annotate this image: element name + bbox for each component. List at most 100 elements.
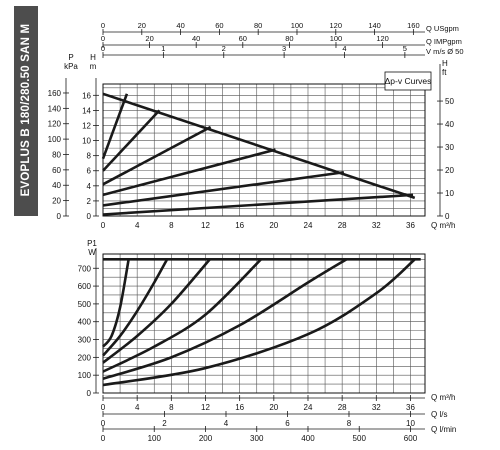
top-axis-tick-label: 1 — [161, 44, 165, 53]
m-tick-label: 16 — [82, 91, 91, 100]
m-tick-label: 2 — [87, 197, 92, 206]
bottom-axis-tick-label: 10 — [406, 419, 415, 428]
power-x-tick-label: 28 — [338, 403, 347, 412]
ft-tick-label: 50 — [445, 97, 454, 106]
bottom-axis-tick-label: 100 — [148, 434, 162, 443]
power-plot-frame — [102, 253, 426, 394]
max-head-envelope — [102, 92, 416, 200]
bottom-axis-tick-label: 0 — [101, 434, 106, 443]
bottom-axis-tick-label: 500 — [353, 434, 367, 443]
ft-axis-label-h: H — [442, 59, 448, 68]
power-curve — [102, 258, 348, 380]
ft-tick-label: 0 — [445, 212, 450, 221]
power-x-tick-label: 20 — [269, 403, 278, 412]
power-tick-label: 600 — [78, 282, 92, 291]
ft-tick-label: 10 — [445, 189, 454, 198]
bottom-axis-tick-label: 200 — [199, 434, 213, 443]
top-axis-tick-label: 80 — [285, 34, 293, 43]
kpa-tick-label: 100 — [48, 135, 62, 144]
top-axis-tick-label: 60 — [215, 21, 223, 30]
kpa-axis-label-unit: kPa — [64, 62, 78, 71]
m-tick-label: 10 — [82, 137, 91, 146]
power-x-axis-label: Q m³/h — [431, 393, 455, 402]
kpa-tick-label: 60 — [52, 166, 61, 175]
bottom-axis-tick-label: 6 — [285, 419, 290, 428]
top-axis-label: Q USgpm — [426, 24, 459, 33]
bottom-axis-tick-label: 400 — [301, 434, 315, 443]
head-curve — [102, 170, 345, 207]
top-axis-tick-label: 40 — [192, 34, 200, 43]
top-axis-tick-label: 20 — [138, 21, 146, 30]
power-x-tick-label: 16 — [235, 403, 244, 412]
ft-tick-label: 30 — [445, 143, 454, 152]
head-x-tick-label: 8 — [169, 221, 174, 230]
bottom-axis-tick-label: 300 — [250, 434, 264, 443]
head-curve — [102, 109, 161, 172]
head-x-tick-label: 16 — [235, 221, 244, 230]
m-tick-label: 8 — [87, 152, 92, 161]
head-x-axis-label: Q m³/h — [431, 221, 455, 230]
product-title-band: EVOPLUS B 180/280.50 SAN M — [14, 6, 38, 216]
head-x-tick-label: 0 — [101, 221, 106, 230]
top-axis-tick-label: 0 — [101, 44, 105, 53]
top-axis-tick-label: 40 — [176, 21, 184, 30]
power-tick-label: 0 — [87, 389, 92, 398]
top-axis-tick-label: 0 — [101, 34, 105, 43]
power-curve — [102, 258, 416, 387]
power-x-tick-label: 24 — [304, 403, 313, 412]
power-x-tick-label: 32 — [372, 403, 381, 412]
top-axis-tick-label: 80 — [254, 21, 262, 30]
top-axis-tick-label: 4 — [342, 44, 346, 53]
top-axis-tick-label: 5 — [403, 44, 407, 53]
power-axis-label-p1: P1 — [87, 239, 97, 248]
top-axis-label: Q IMPgpm — [426, 37, 462, 46]
bottom-axis-label: Q l/min — [431, 425, 456, 434]
top-axis-tick-label: 120 — [376, 34, 389, 43]
top-axis-tick-label: 120 — [330, 21, 343, 30]
power-curve — [102, 258, 211, 364]
bottom-axis-tick-label: 4 — [224, 419, 229, 428]
head-curve — [101, 93, 129, 160]
kpa-tick-label: 40 — [52, 181, 61, 190]
power-x-tick-label: 8 — [169, 403, 174, 412]
top-axis-tick-label: 60 — [239, 34, 247, 43]
top-axis-tick-label: 100 — [291, 21, 304, 30]
top-axis-tick-label: 160 — [407, 21, 420, 30]
power-tick-label: 700 — [78, 264, 92, 273]
power-tick-label: 100 — [78, 371, 92, 380]
kpa-tick-label: 0 — [57, 212, 62, 221]
bottom-axis-tick-label: 8 — [347, 419, 352, 428]
top-axis-label: V m/s Ø 50 — [426, 47, 464, 56]
m-axis-label-h: H — [90, 53, 96, 62]
ft-axis-label-unit: ft — [442, 68, 447, 77]
m-tick-label: 6 — [87, 167, 92, 176]
head-x-tick-label: 4 — [135, 221, 140, 230]
kpa-tick-label: 20 — [52, 197, 61, 206]
head-curve — [102, 125, 212, 186]
bottom-axis-label: Q l/s — [431, 410, 447, 419]
m-tick-label: 0 — [87, 212, 92, 221]
top-axis-tick-label: 2 — [222, 44, 226, 53]
kpa-tick-label: 80 — [52, 150, 61, 159]
ft-tick-label: 20 — [445, 166, 454, 175]
power-curve — [102, 258, 169, 357]
m-tick-label: 12 — [82, 121, 91, 130]
top-axis-tick-label: 0 — [101, 21, 105, 30]
top-axis-tick-label: 3 — [282, 44, 286, 53]
power-curve — [102, 258, 262, 373]
head-curve — [102, 193, 414, 216]
bottom-axis-tick-label: 600 — [404, 434, 418, 443]
kpa-tick-label: 120 — [48, 120, 62, 129]
kpa-axis-label-p: P — [68, 53, 73, 62]
head-x-tick-label: 24 — [304, 221, 313, 230]
power-tick-label: 300 — [78, 336, 92, 345]
head-x-tick-label: 36 — [406, 221, 415, 230]
bottom-axis-tick-label: 0 — [101, 419, 106, 428]
power-x-tick-label: 12 — [201, 403, 210, 412]
head-x-tick-label: 12 — [201, 221, 210, 230]
power-curve — [101, 259, 130, 348]
power-tick-label: 400 — [78, 318, 92, 327]
power-x-tick-label: 36 — [406, 403, 415, 412]
head-plot-frame — [102, 83, 426, 217]
legend-label: Δp-v Curves — [385, 76, 432, 86]
